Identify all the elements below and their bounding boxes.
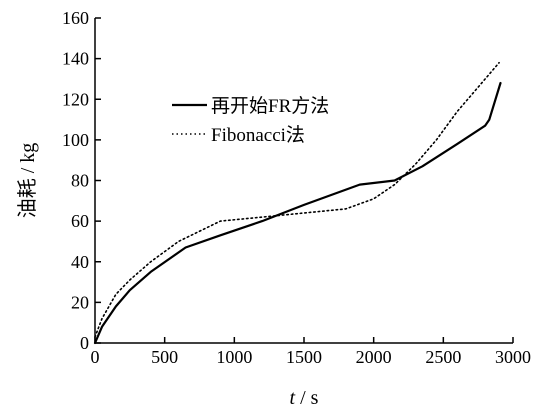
series-layer (93, 61, 502, 345)
series-line-1 (93, 81, 502, 345)
series-line-2 (94, 61, 500, 338)
x-tick-label: 3000 (495, 347, 531, 367)
y-tick-label: 0 (80, 333, 89, 353)
y-ticks: 0 20 40 60 80 100 120 140 160 (62, 8, 101, 353)
x-axis-label-unit: / s (295, 387, 319, 409)
legend: 再开始FR方法 Fibonacci法 (172, 95, 329, 146)
y-tick-label: 100 (62, 130, 89, 150)
axes (94, 18, 513, 344)
y-axis-label: 油耗 / kg (16, 143, 39, 219)
y-tick-label: 160 (62, 8, 89, 28)
y-tick-label: 40 (71, 252, 89, 272)
x-tick-label: 0 (91, 347, 100, 367)
x-tick-label: 1500 (286, 347, 322, 367)
x-tick-label: 2500 (425, 347, 461, 367)
x-tick-label: 1000 (216, 347, 252, 367)
y-tick-label: 80 (71, 171, 89, 191)
x-axis-label-var: t (290, 387, 296, 409)
y-tick-label: 60 (71, 211, 89, 231)
x-ticks: 0 500 1000 1500 2000 2500 3000 (91, 337, 531, 367)
x-axis-label: t / s (290, 387, 319, 409)
y-tick-label: 120 (62, 89, 89, 109)
legend-label-2: Fibonacci法 (211, 124, 305, 146)
y-tick-label: 140 (62, 49, 89, 69)
x-tick-label: 2000 (356, 347, 392, 367)
x-tick-label: 500 (151, 347, 178, 367)
legend-label-1: 再开始FR方法 (211, 95, 329, 117)
y-tick-label: 20 (71, 292, 89, 312)
